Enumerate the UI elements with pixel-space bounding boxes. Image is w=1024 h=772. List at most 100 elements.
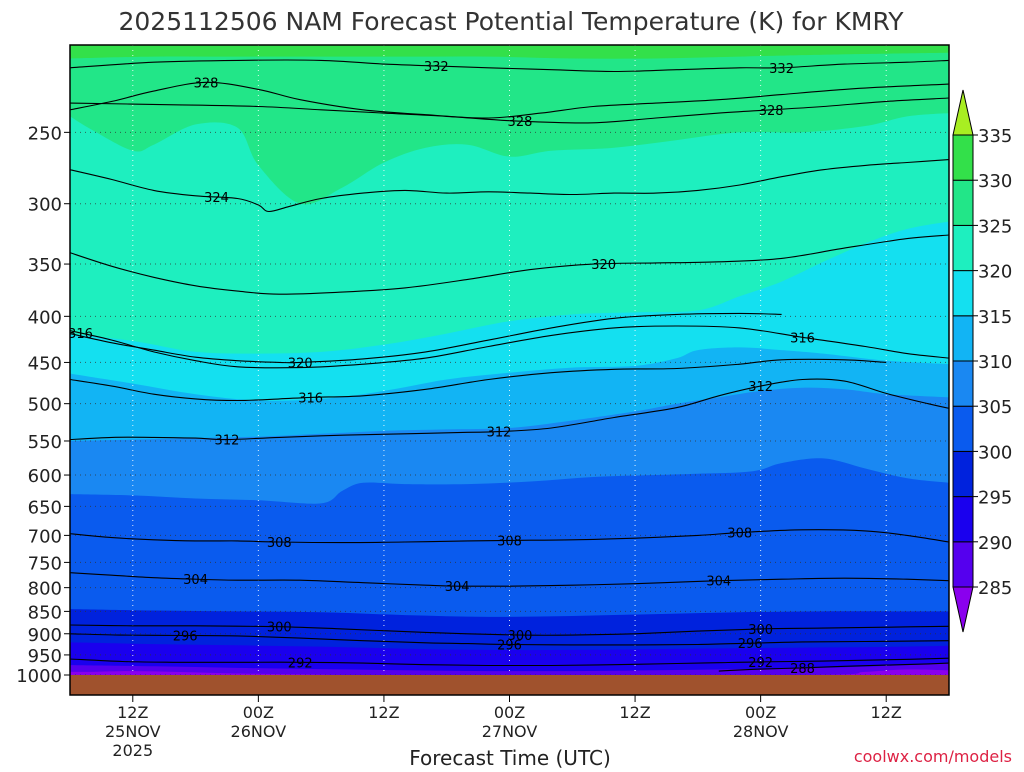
isotherm-label-text: 328 bbox=[508, 115, 533, 130]
isotherm-label-332-1-0: 332 bbox=[424, 60, 449, 75]
colorbar-high-arrow bbox=[952, 89, 974, 136]
isotherm-line-328-0 bbox=[70, 81, 949, 119]
y-tick-label-700: 700 bbox=[28, 526, 62, 547]
isotherm-line-292-13 bbox=[70, 657, 949, 667]
isotherm-label-320-4-0: 320 bbox=[591, 258, 616, 273]
isotherm-label-text: 312 bbox=[215, 434, 240, 449]
y-tick-label-550: 550 bbox=[28, 432, 62, 453]
isotherm-label-320-6-0: 320 bbox=[288, 356, 313, 371]
isotherm-label-text: 292 bbox=[288, 656, 313, 671]
y-tick-label-400: 400 bbox=[28, 307, 62, 328]
isotherm-label-296-12-2: 296 bbox=[738, 637, 763, 652]
isotherm-label-304-10-1: 304 bbox=[445, 580, 470, 595]
isotherm-label-text: 332 bbox=[769, 62, 794, 77]
x-tick-label-year: 2025 bbox=[112, 741, 153, 760]
y-tick-label-500: 500 bbox=[28, 395, 62, 416]
x-tick-label-time: 12Z bbox=[117, 703, 148, 722]
isotherm-label-304-10-2: 304 bbox=[706, 575, 731, 590]
isotherm-label-324-3-0: 324 bbox=[204, 191, 229, 206]
isotherm-label-316-5-0: 316 bbox=[70, 327, 93, 342]
grid-layer bbox=[70, 45, 949, 676]
isotherm-label-text: 308 bbox=[727, 527, 752, 542]
isotherm-line-332-1 bbox=[70, 59, 949, 73]
isotherm-label-text: 328 bbox=[194, 76, 219, 91]
x-axis-label: Forecast Time (UTC) bbox=[409, 746, 611, 768]
y-tick-label-450: 450 bbox=[28, 353, 62, 374]
isotherm-label-text: 304 bbox=[445, 580, 470, 595]
isotherm-label-text: 316 bbox=[790, 331, 815, 346]
colorbar-tick-label-325: 325 bbox=[978, 216, 1012, 237]
isotherm-label-text: 292 bbox=[748, 656, 773, 671]
colorbar-segment-300 bbox=[952, 405, 974, 452]
isotherm-label-text: 300 bbox=[748, 623, 773, 638]
isotherm-label-316-5-1: 316 bbox=[790, 331, 815, 346]
isotherm-label-304-10-0: 304 bbox=[183, 573, 208, 588]
colorbar-tick-label-295: 295 bbox=[978, 488, 1012, 509]
x-tick-label-time: 00Z bbox=[745, 703, 776, 722]
colorbar-segment-320 bbox=[952, 224, 974, 272]
colorbar-segment-290 bbox=[952, 496, 974, 543]
isotherm-label-text: 296 bbox=[173, 629, 198, 644]
x-tick-label-date: 26NOV bbox=[231, 722, 287, 741]
credit-link[interactable]: coolwx.com/models bbox=[854, 747, 1012, 766]
y-tick-label-750: 750 bbox=[28, 553, 62, 574]
temperature-fill-layer bbox=[70, 45, 949, 695]
isotherm-label-text: 316 bbox=[298, 391, 323, 406]
colorbar-tick-label-300: 300 bbox=[978, 442, 1012, 463]
colorbar-segment-295 bbox=[952, 450, 974, 498]
isotherm-label-312-8-0: 312 bbox=[215, 434, 240, 449]
y-tick-label-250: 250 bbox=[28, 123, 62, 144]
isotherm-label-312-8-2: 312 bbox=[748, 380, 773, 395]
isotherm-label-316-7-0: 316 bbox=[298, 391, 323, 406]
isotherm-line-316-5 bbox=[70, 325, 949, 369]
isotherm-label-292-13-0: 292 bbox=[288, 656, 313, 671]
x-tick-label-time: 00Z bbox=[494, 703, 525, 722]
isotherm-label-text: 300 bbox=[267, 621, 292, 636]
isotherm-label-328-0-0: 328 bbox=[194, 76, 219, 91]
isotherm-line-328-2 bbox=[70, 97, 949, 124]
colorbar-segment-285 bbox=[952, 541, 974, 588]
y-tick-label-650: 650 bbox=[28, 497, 62, 518]
isotherm-label-text: 328 bbox=[759, 104, 784, 119]
isotherm-label-332-1-1: 332 bbox=[769, 62, 794, 77]
colorbar-segment-325 bbox=[952, 179, 974, 226]
isotherm-label-296-12-0: 296 bbox=[173, 629, 198, 644]
colorbar-low-arrow bbox=[952, 586, 974, 633]
isotherm-label-288-14-0: 288 bbox=[790, 662, 815, 677]
x-tick-label-date: 28NOV bbox=[733, 722, 789, 741]
isotherm-label-300-11-2: 300 bbox=[748, 623, 773, 638]
isotherm-label-text: 288 bbox=[790, 662, 815, 677]
colorbar-tick-label-315: 315 bbox=[978, 307, 1012, 328]
isotherm-label-text: 312 bbox=[487, 426, 512, 441]
isotherm-label-text: 320 bbox=[288, 356, 313, 371]
colorbar-tick-label-320: 320 bbox=[978, 262, 1012, 283]
isotherm-line-320-4 bbox=[70, 234, 949, 295]
isotherm-label-300-11-0: 300 bbox=[267, 621, 292, 636]
ground-surface bbox=[70, 675, 949, 695]
colorbar-tick-label-290: 290 bbox=[978, 533, 1012, 554]
isotherm-label-308-9-2: 308 bbox=[727, 527, 752, 542]
colorbar-tick-label-310: 310 bbox=[978, 352, 1012, 373]
colorbar-tick-label-305: 305 bbox=[978, 397, 1012, 418]
x-tick-label-time: 12Z bbox=[619, 703, 650, 722]
isotherm-label-text: 320 bbox=[591, 258, 616, 273]
isotherm-label-text: 308 bbox=[267, 536, 292, 551]
y-tick-label-900: 900 bbox=[28, 625, 62, 646]
colorbar-segment-330 bbox=[952, 134, 974, 181]
x-tick-label-date: 27NOV bbox=[482, 722, 538, 741]
isotherm-line-320-6 bbox=[70, 312, 782, 364]
colorbar-segment-315 bbox=[952, 270, 974, 317]
chart-title: 2025112506 NAM Forecast Potential Temper… bbox=[118, 7, 904, 36]
x-tick-label-time: 12Z bbox=[368, 703, 399, 722]
isotherm-label-300-11-1: 300 bbox=[508, 629, 533, 644]
isotherm-label-text: 300 bbox=[508, 629, 533, 644]
isotherm-label-328-2-1: 328 bbox=[759, 104, 784, 119]
isotherm-label-text: 304 bbox=[183, 573, 208, 588]
colorbar: 285 290 295 300 305 310 315 320 325 330 335 bbox=[952, 89, 1012, 633]
isotherm-label-text: 308 bbox=[497, 534, 522, 549]
x-tick-label-time: 00Z bbox=[243, 703, 274, 722]
y-tick-label-800: 800 bbox=[28, 579, 62, 600]
